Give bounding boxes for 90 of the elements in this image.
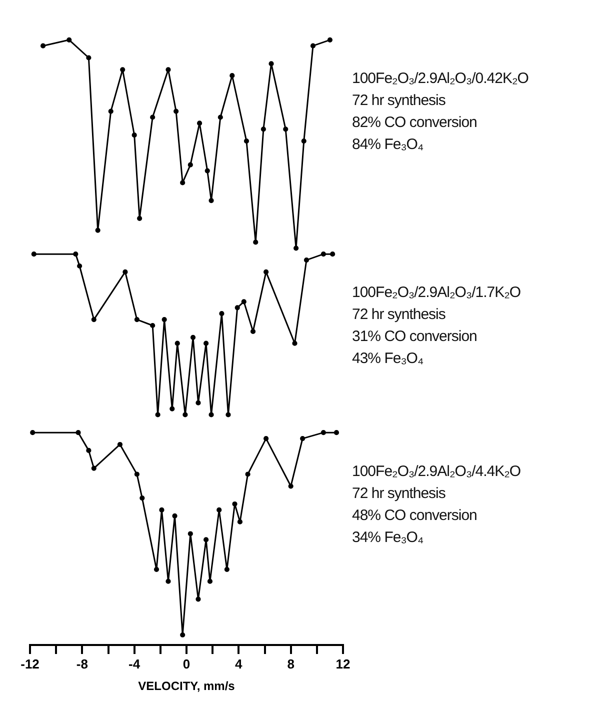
point bbox=[208, 198, 214, 204]
point bbox=[196, 596, 201, 602]
point bbox=[122, 269, 128, 274]
point bbox=[31, 252, 36, 257]
point bbox=[150, 322, 156, 328]
point bbox=[204, 537, 209, 542]
x-tick-label: 4 bbox=[235, 656, 244, 672]
point bbox=[304, 257, 310, 263]
point bbox=[180, 632, 186, 638]
point bbox=[283, 126, 288, 132]
point bbox=[260, 126, 266, 132]
point bbox=[86, 55, 92, 60]
point bbox=[182, 412, 188, 418]
point bbox=[216, 507, 222, 512]
point bbox=[108, 108, 114, 114]
point bbox=[245, 472, 250, 477]
point bbox=[73, 252, 78, 257]
point bbox=[218, 114, 223, 120]
point bbox=[190, 334, 196, 340]
text: 100Fe₂O₃/2.9Al₂O₃/1.7K₂O 72 hr synthesis 31% CO conversion 43% Fe₃O₄ bbox=[352, 283, 521, 370]
point bbox=[117, 442, 123, 448]
point bbox=[226, 412, 231, 418]
point bbox=[174, 108, 179, 114]
point bbox=[170, 406, 175, 412]
point bbox=[330, 252, 336, 257]
point bbox=[268, 61, 274, 66]
point bbox=[294, 246, 299, 251]
point bbox=[159, 507, 164, 512]
point bbox=[204, 168, 210, 174]
point bbox=[91, 466, 96, 471]
point bbox=[40, 43, 46, 48]
point bbox=[188, 162, 193, 168]
x-tick-label: -12 bbox=[20, 656, 40, 672]
point bbox=[250, 328, 256, 334]
point bbox=[264, 436, 269, 442]
point bbox=[320, 430, 326, 436]
point bbox=[224, 566, 230, 572]
point bbox=[230, 73, 235, 78]
point bbox=[288, 484, 294, 489]
x-tick-label: 0 bbox=[182, 656, 190, 672]
point bbox=[253, 240, 258, 245]
point bbox=[137, 216, 142, 221]
text: 100Fe₂O₃/2.9Al₂O₃/0.42K₂O 72 hr synthesis 82% CO conversion 84% Fe₃O₄ bbox=[352, 68, 528, 155]
point bbox=[155, 412, 160, 418]
point bbox=[301, 138, 306, 144]
point bbox=[77, 263, 82, 269]
x-tick-label: -4 bbox=[128, 656, 141, 672]
x-tick-label: 12 bbox=[336, 656, 350, 672]
point bbox=[166, 67, 171, 72]
point bbox=[310, 43, 316, 48]
point bbox=[292, 340, 298, 346]
point bbox=[300, 436, 306, 442]
point bbox=[232, 501, 238, 507]
point bbox=[166, 578, 171, 584]
point bbox=[76, 430, 81, 436]
point bbox=[154, 566, 160, 572]
point bbox=[140, 495, 145, 501]
point bbox=[86, 448, 92, 453]
point bbox=[188, 531, 193, 536]
point bbox=[241, 299, 246, 304]
point bbox=[208, 412, 214, 418]
point bbox=[150, 114, 156, 120]
point bbox=[207, 578, 213, 584]
point bbox=[244, 138, 250, 144]
point bbox=[234, 305, 240, 310]
point bbox=[320, 252, 326, 257]
x-tick-label: -8 bbox=[76, 656, 88, 672]
point bbox=[132, 132, 137, 138]
point bbox=[180, 180, 186, 186]
point bbox=[66, 37, 72, 42]
point bbox=[95, 228, 100, 233]
point bbox=[91, 316, 96, 322]
point bbox=[196, 120, 202, 126]
point bbox=[120, 67, 126, 72]
point bbox=[196, 400, 201, 406]
point bbox=[172, 513, 178, 518]
point bbox=[219, 311, 224, 316]
point bbox=[327, 37, 333, 42]
point bbox=[30, 430, 36, 436]
point bbox=[162, 316, 167, 322]
point bbox=[264, 269, 269, 274]
point bbox=[334, 430, 340, 436]
x-axis-title: VELOCITY, mm/s bbox=[138, 679, 236, 694]
point bbox=[134, 316, 140, 322]
x-tick-label: 8 bbox=[287, 656, 294, 672]
text: 100Fe₂O₃/2.9Al₂O₃/4.4K₂O 72 hr synthesis 48% CO conversion 34% Fe₃O₄ bbox=[352, 462, 521, 548]
point bbox=[237, 519, 243, 524]
point bbox=[174, 340, 180, 346]
point bbox=[204, 340, 209, 346]
point bbox=[134, 472, 140, 477]
